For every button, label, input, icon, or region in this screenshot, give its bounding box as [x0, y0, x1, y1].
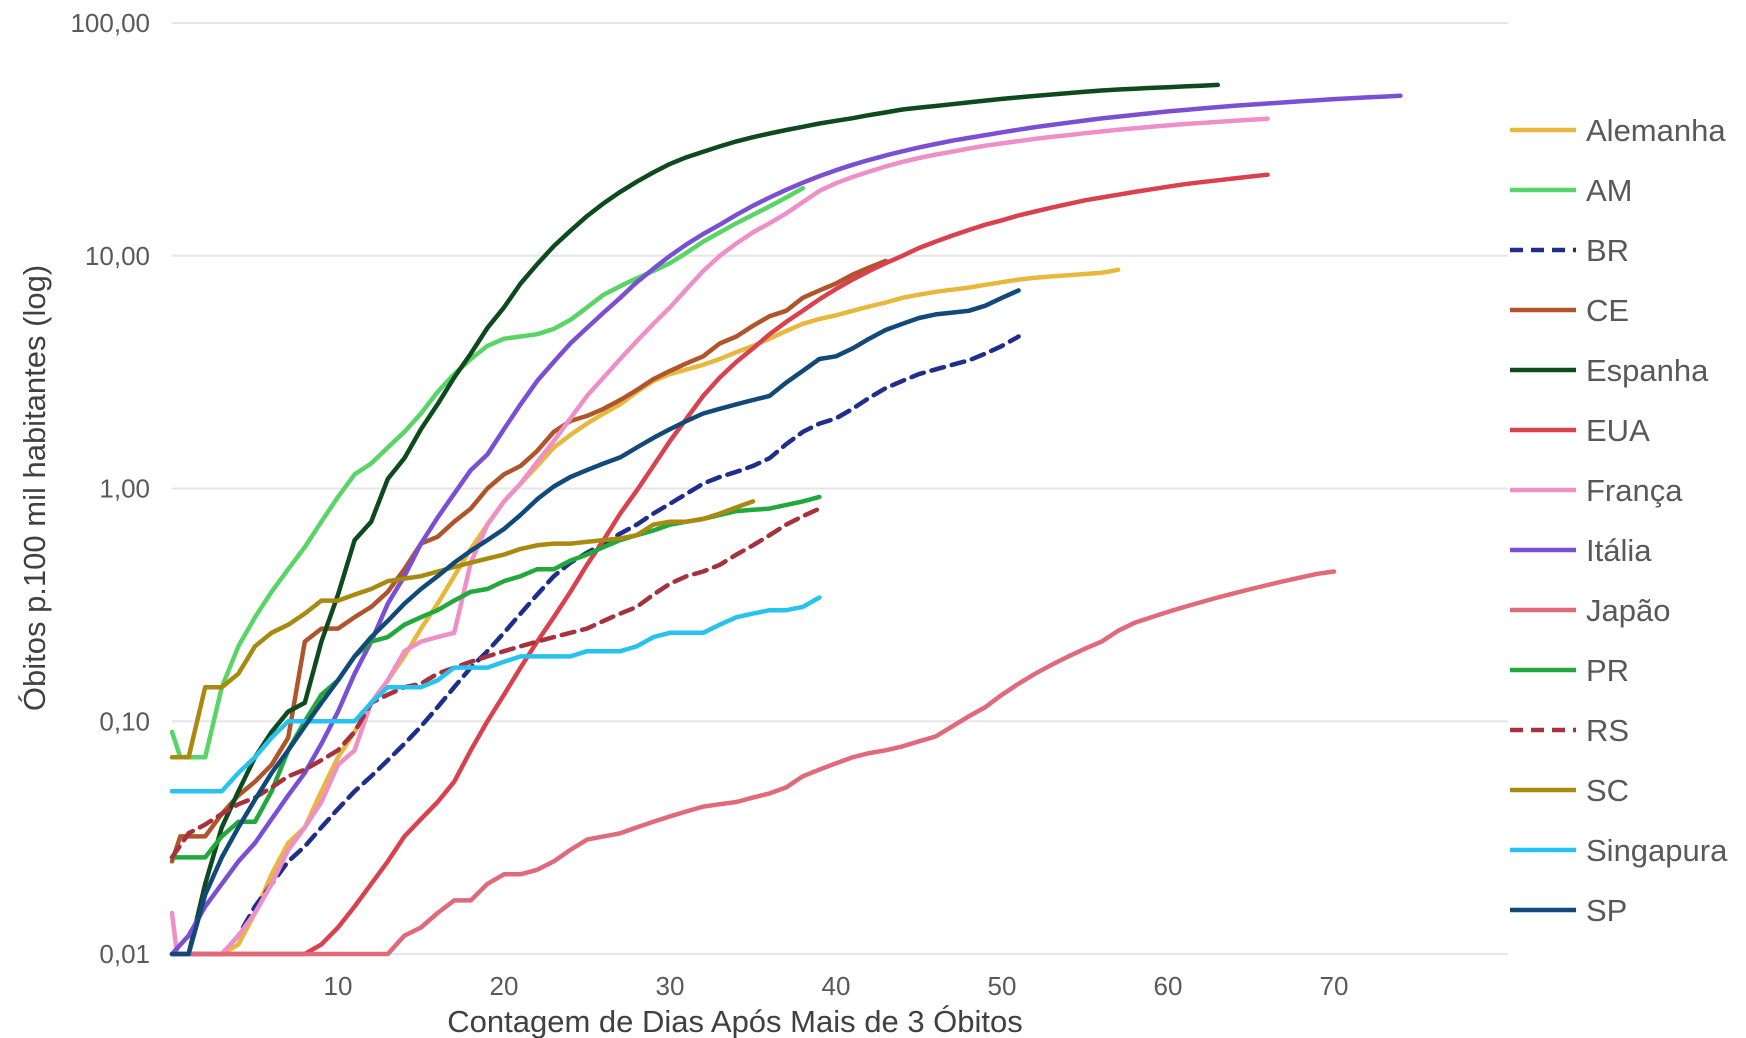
- legend-label: Itália: [1586, 533, 1652, 568]
- y-tick-label: 100,00: [70, 8, 150, 38]
- gridlines: [172, 22, 1508, 955]
- legend-label: Japão: [1586, 593, 1670, 628]
- x-tick-label: 10: [324, 971, 353, 1001]
- legend-label: França: [1586, 473, 1683, 508]
- series-line-singapura: [169, 595, 822, 794]
- series-lines: [169, 82, 1403, 957]
- series-line-rs: [169, 506, 822, 860]
- series-line-am: [169, 185, 806, 760]
- y-tick-label: 1,00: [99, 474, 150, 504]
- series-line-frança: [169, 116, 1270, 957]
- y-tick-label: 10,00: [85, 241, 150, 271]
- legend-label: EUA: [1586, 413, 1650, 448]
- x-tick-label: 60: [1154, 971, 1183, 1001]
- legend-label: PR: [1586, 653, 1629, 688]
- y-axis-title: Óbitos p.100 mil habitantes (log): [17, 265, 52, 711]
- x-tick-label: 50: [988, 971, 1017, 1001]
- series-line-br: [169, 334, 1021, 957]
- y-tick-label: 0,10: [99, 706, 150, 736]
- series-line-espanha: [169, 82, 1221, 957]
- legend-label: Alemanha: [1586, 113, 1726, 148]
- legend-label: CE: [1586, 293, 1629, 328]
- legend-label: Espanha: [1586, 353, 1709, 388]
- legend-label: Singapura: [1586, 833, 1728, 868]
- series-line-sc: [169, 499, 756, 760]
- series-line-eua: [169, 172, 1270, 957]
- x-tick-label: 20: [490, 971, 519, 1001]
- x-axis-title: Contagem de Dias Após Mais de 3 Óbitos: [447, 1004, 1023, 1038]
- y-tick-label: 0,01: [99, 939, 150, 969]
- x-axis-ticks: 10 20 30 40 50 60 70: [324, 971, 1349, 1001]
- series-line-sp: [169, 288, 1021, 957]
- legend-label: BR: [1586, 233, 1629, 268]
- legend-label: AM: [1586, 173, 1633, 208]
- x-tick-label: 30: [656, 971, 685, 1001]
- legend: Alemanha AM BR CE Espanha EUA França Itália Japã…: [1510, 113, 1728, 928]
- y-axis-ticks: 0,01 0,10 1,00 10,00 100,00: [70, 8, 150, 969]
- legend-label: RS: [1586, 713, 1629, 748]
- series-line-ce: [169, 258, 889, 864]
- legend-label: SC: [1586, 773, 1629, 808]
- x-tick-label: 40: [822, 971, 851, 1001]
- legend-label: SP: [1586, 893, 1627, 928]
- series-line-japão: [169, 569, 1337, 957]
- x-tick-label: 70: [1320, 971, 1349, 1001]
- series-line-alemanha: [169, 267, 1121, 957]
